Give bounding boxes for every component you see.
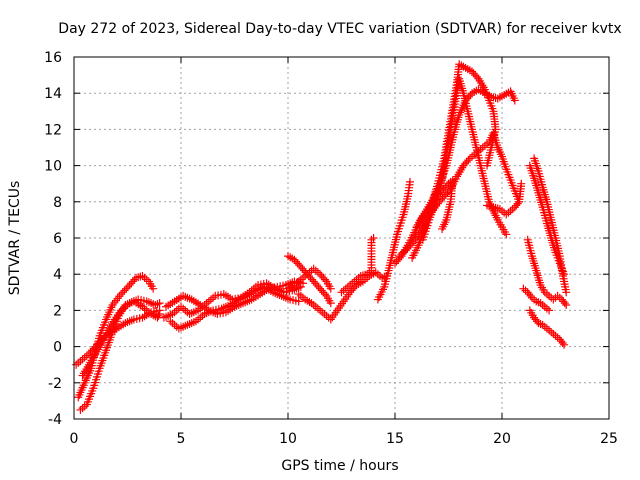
series-trace-12 bbox=[373, 177, 414, 304]
y-axis-title: SDTVAR / TECUs bbox=[7, 181, 23, 296]
axis-ticks bbox=[73, 56, 610, 420]
data-point bbox=[326, 284, 335, 293]
x-axis-title: GPS time / hours bbox=[281, 458, 398, 474]
data-point bbox=[155, 306, 164, 315]
series-trace-18 bbox=[483, 179, 526, 219]
data-point bbox=[464, 156, 473, 165]
data-point bbox=[122, 284, 131, 293]
data-points bbox=[72, 60, 571, 414]
series-trace-7 bbox=[162, 277, 307, 319]
data-point bbox=[320, 290, 329, 299]
data-point bbox=[510, 96, 519, 105]
y-tick-label: 12 bbox=[44, 122, 62, 138]
data-point bbox=[558, 338, 567, 347]
series-trace-11 bbox=[337, 234, 378, 297]
data-point bbox=[562, 300, 571, 309]
data-point bbox=[118, 288, 127, 297]
data-point bbox=[294, 297, 303, 306]
series-trace-20 bbox=[530, 154, 571, 297]
y-tick-label: 14 bbox=[44, 86, 62, 102]
y-tick-labels: -4 -2 0 2 4 6 8 10 12 14 16 bbox=[44, 50, 62, 428]
series-trace-21 bbox=[523, 235, 571, 309]
y-tick-label: -2 bbox=[48, 376, 62, 392]
data-point bbox=[154, 311, 163, 320]
data-point bbox=[562, 288, 571, 297]
data-point bbox=[502, 230, 511, 239]
data-point bbox=[560, 340, 569, 349]
y-tick-label: -4 bbox=[48, 412, 62, 428]
x-tick-label: 10 bbox=[279, 431, 297, 447]
data-point bbox=[149, 284, 158, 293]
x-tick-label: 15 bbox=[386, 431, 404, 447]
y-tick-label: 6 bbox=[53, 231, 62, 247]
data-point bbox=[123, 282, 132, 291]
y-tick-label: 4 bbox=[53, 267, 62, 283]
data-point bbox=[517, 179, 526, 188]
series-trace-22 bbox=[525, 306, 569, 349]
y-tick-label: 16 bbox=[44, 50, 62, 66]
series-trace-9 bbox=[284, 264, 335, 293]
series-trace-17 bbox=[412, 176, 457, 233]
y-tick-label: 10 bbox=[44, 159, 62, 175]
y-tick-label: 8 bbox=[53, 195, 62, 211]
x-tick-label: 20 bbox=[493, 431, 511, 447]
series-trace-23 bbox=[519, 284, 554, 315]
data-point bbox=[545, 306, 554, 315]
x-tick-label: 0 bbox=[70, 431, 79, 447]
x-tick-label: 25 bbox=[600, 431, 618, 447]
data-point bbox=[560, 299, 569, 308]
data-point bbox=[369, 234, 378, 242]
x-tick-label: 5 bbox=[177, 431, 186, 447]
data-point bbox=[155, 299, 164, 308]
data-point bbox=[320, 275, 329, 284]
data-point bbox=[438, 224, 447, 233]
data-point bbox=[120, 286, 129, 295]
y-tick-label: 2 bbox=[53, 303, 62, 319]
data-point bbox=[326, 299, 335, 308]
data-point bbox=[117, 290, 126, 299]
data-point bbox=[513, 199, 522, 208]
x-tick-labels: 0 5 10 15 20 25 bbox=[70, 431, 618, 447]
data-point bbox=[526, 291, 535, 300]
chart-title: Day 272 of 2023, Sidereal Day-to-day VTE… bbox=[58, 21, 621, 37]
y-tick-label: 0 bbox=[53, 340, 62, 356]
series-trace-4 bbox=[78, 295, 164, 380]
data-point bbox=[405, 177, 414, 186]
